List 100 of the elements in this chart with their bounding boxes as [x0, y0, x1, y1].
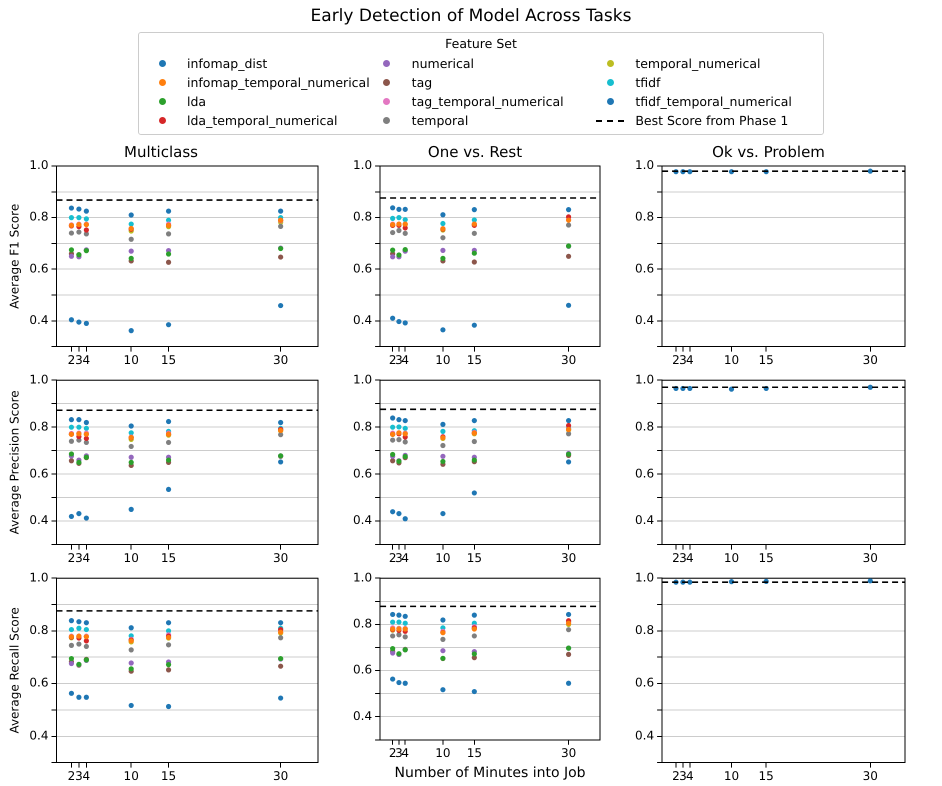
point: [396, 511, 402, 516]
x-tick-label: 30: [273, 352, 288, 367]
y-tick-label: 0.4: [29, 728, 48, 742]
point: [166, 642, 172, 648]
x-tick-label: 4: [82, 550, 90, 565]
point: [396, 228, 402, 234]
x-tick-label: 15: [758, 768, 774, 783]
y-tick-label: 1.0: [352, 372, 372, 386]
legend-label: Best Score from Phase 1: [635, 113, 788, 128]
point: [402, 426, 408, 431]
point: [390, 646, 396, 652]
point: [566, 459, 572, 465]
y-tick-label: 1.0: [29, 372, 48, 386]
point: [440, 636, 446, 642]
legend-label: tag: [412, 75, 432, 90]
y-tick-label: 0.4: [634, 513, 654, 528]
point: [402, 418, 408, 424]
point: [166, 260, 172, 265]
point: [128, 212, 134, 218]
y-tick-label: 1.0: [352, 158, 372, 172]
x-tick-label: 2: [68, 352, 76, 367]
point: [166, 667, 172, 672]
y-tick-label: 0.4: [352, 513, 372, 528]
point: [472, 418, 477, 424]
point: [166, 231, 172, 236]
y-tick-label: 0.8: [634, 419, 654, 434]
point: [68, 417, 74, 422]
point: [566, 222, 572, 228]
point: [128, 236, 134, 242]
point: [566, 680, 572, 686]
point: [396, 318, 402, 324]
point: [472, 207, 477, 212]
point: [128, 702, 134, 708]
point: [440, 454, 446, 459]
point: [166, 440, 172, 446]
point: [166, 208, 172, 214]
y-tick-label: 0.6: [634, 466, 654, 480]
point: [278, 664, 284, 669]
chart-title: One vs. Rest: [428, 142, 522, 161]
point: [76, 424, 82, 430]
point: [440, 235, 446, 240]
x-tick-label: 30: [273, 550, 288, 565]
y-tick-label: 1.0: [29, 570, 48, 584]
point: [390, 424, 396, 430]
point: [440, 220, 446, 226]
point: [472, 633, 477, 639]
point: [472, 230, 477, 236]
point: [68, 247, 74, 252]
x-tick-label: 2: [388, 746, 396, 760]
x-tick-label: 10: [724, 550, 740, 565]
point: [76, 206, 82, 212]
point: [402, 516, 408, 522]
point: [472, 322, 477, 328]
point: [396, 215, 402, 220]
x-tick-label: 30: [273, 768, 288, 783]
x-tick-label: 10: [435, 746, 451, 760]
point: [128, 506, 134, 512]
point: [440, 248, 446, 253]
point: [68, 656, 74, 662]
x-tick-label: 30: [560, 550, 576, 565]
point: [390, 248, 396, 253]
point: [128, 647, 134, 652]
point: [440, 428, 446, 434]
point: [68, 254, 74, 259]
y-tick-label: 0.8: [29, 623, 48, 638]
point: [440, 687, 446, 692]
point: [84, 515, 89, 521]
x-tick-label: 3: [75, 768, 83, 783]
chart-title: Multiclass: [124, 142, 198, 161]
point: [166, 704, 172, 710]
y-tick-label: 0.4: [634, 312, 654, 327]
point: [68, 438, 74, 444]
point: [278, 459, 284, 465]
legend-label: tfidf: [635, 75, 660, 90]
y-tick-label: 0.6: [352, 662, 372, 677]
point: [128, 328, 134, 334]
point: [472, 259, 477, 265]
y-axis-title: Average Recall Score: [7, 607, 22, 734]
x-tick-label: 15: [160, 768, 176, 783]
point: [396, 417, 402, 422]
x-tick-label: 2: [68, 550, 76, 565]
point: [278, 420, 284, 426]
y-tick-label: 0.6: [352, 261, 372, 276]
point: [68, 618, 74, 624]
legend-label: tag_temporal_numerical: [412, 94, 564, 109]
point: [566, 627, 572, 632]
point: [440, 511, 446, 516]
legend-label: lda_temporal_numerical: [187, 113, 338, 128]
point: [68, 205, 74, 211]
x-tick-label: 30: [862, 352, 878, 367]
point: [278, 620, 284, 626]
legend-label: numerical: [412, 56, 474, 71]
x-tick-label: 4: [401, 746, 410, 760]
point: [68, 514, 74, 520]
point: [84, 626, 89, 632]
x-tick-label: 30: [862, 550, 878, 565]
point: [402, 206, 408, 212]
y-tick-label: 1.0: [634, 570, 654, 584]
legend-title: Feature Set: [444, 36, 518, 51]
point: [390, 509, 396, 514]
